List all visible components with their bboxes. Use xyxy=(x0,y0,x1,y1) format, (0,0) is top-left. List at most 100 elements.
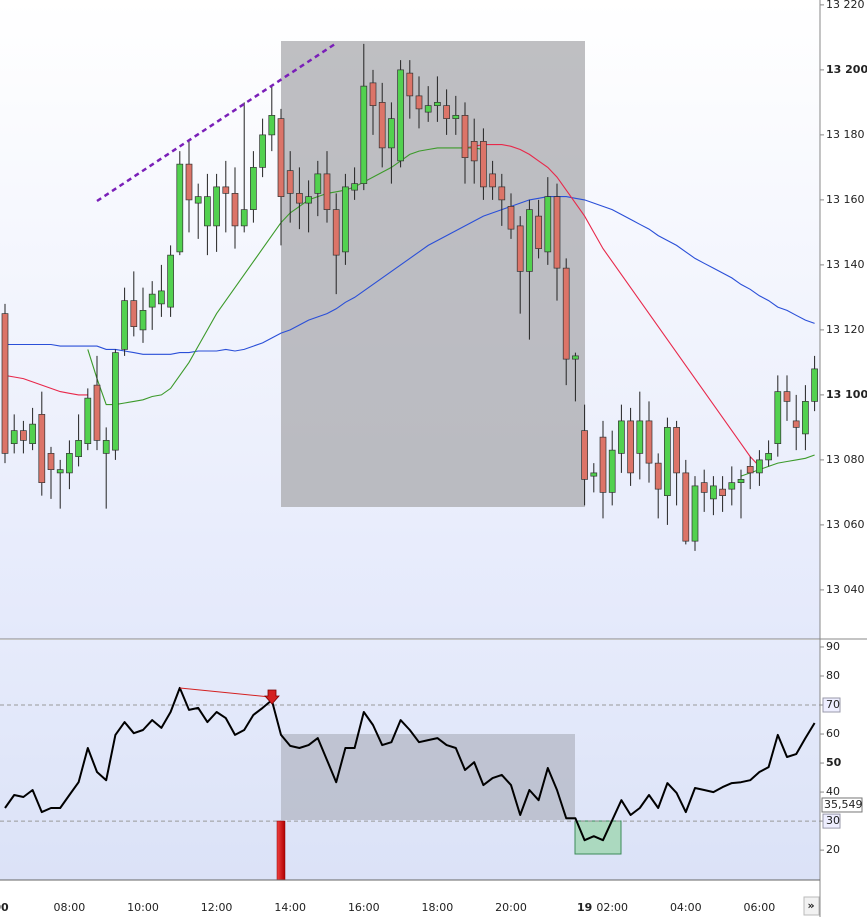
x-tick-label: 16:00 xyxy=(348,901,380,914)
range-box xyxy=(281,41,585,507)
candle-body xyxy=(29,423,36,444)
y-tick-label: 40 xyxy=(826,785,840,798)
candle-body xyxy=(535,215,542,249)
x-tick-label: 12:00 xyxy=(201,901,233,914)
x-tick-label: 00 xyxy=(0,901,9,914)
level-label-box xyxy=(822,813,841,829)
x-tick-label: 06:00 xyxy=(744,901,776,914)
candle-body xyxy=(562,267,570,360)
candle-body xyxy=(737,479,745,483)
candle-body xyxy=(204,196,211,227)
candle-body xyxy=(746,466,754,474)
candle-body xyxy=(470,141,478,162)
candle-body xyxy=(240,209,248,227)
candle-body xyxy=(783,391,791,402)
candle-body xyxy=(250,167,257,210)
x-tick-label: 08:00 xyxy=(54,901,86,914)
candle-body xyxy=(158,290,165,305)
y-tick-label: 70 xyxy=(826,698,840,711)
candle-body xyxy=(700,482,708,493)
y-tick-label: 13 080 xyxy=(826,453,865,466)
candle-body xyxy=(56,469,64,474)
candle-body xyxy=(461,115,469,158)
candle-body xyxy=(369,82,377,106)
candle-body xyxy=(516,225,524,272)
candle-body xyxy=(802,401,809,435)
candle-body xyxy=(213,186,220,227)
candle-body xyxy=(148,293,156,308)
x-tick-label: 04:00 xyxy=(670,901,702,914)
candle-body xyxy=(415,95,423,110)
candle-body xyxy=(314,173,322,194)
candle-body xyxy=(66,453,73,474)
candle-body xyxy=(654,462,662,490)
range-box xyxy=(281,734,575,820)
candle-body xyxy=(84,397,92,444)
candle-body xyxy=(424,105,432,113)
candle-body xyxy=(406,72,414,97)
divergence-line xyxy=(179,687,271,698)
candle-body xyxy=(691,485,699,542)
candle-body xyxy=(673,427,680,474)
candle-body xyxy=(75,440,82,457)
x-tick-label: 02:00 xyxy=(596,901,628,914)
candle-body xyxy=(194,196,202,204)
y-tick-label: 80 xyxy=(826,669,840,682)
candle-body xyxy=(176,163,184,253)
value-marker-label: 35,549 xyxy=(824,798,863,811)
candle-body xyxy=(10,430,18,444)
y-tick-label: 13 100 xyxy=(826,388,867,401)
candle-body xyxy=(121,300,128,350)
candle-body xyxy=(507,206,515,230)
drawings-over xyxy=(96,42,336,881)
y-tick-label: 13 140 xyxy=(826,258,865,271)
moving-average xyxy=(4,144,760,467)
candle-body xyxy=(323,173,331,210)
y-tick-label: 60 xyxy=(826,727,840,740)
candle-body xyxy=(93,384,101,441)
y-tick-label: 13 160 xyxy=(826,193,865,206)
y-tick-label: 50 xyxy=(826,756,842,769)
candle-body xyxy=(710,485,717,500)
y-tick-label: 90 xyxy=(826,640,840,653)
x-tick-label: 14:00 xyxy=(274,901,306,914)
candle-body xyxy=(296,193,303,204)
y-tick-label: 20 xyxy=(826,843,840,856)
candle-body xyxy=(185,163,193,201)
candle-body xyxy=(332,209,340,256)
candle-body xyxy=(572,355,579,360)
candle-body xyxy=(645,420,653,464)
axis-panel xyxy=(820,0,867,917)
candle-body xyxy=(599,436,607,493)
x-tick-label: 18:00 xyxy=(422,901,454,914)
candle-body xyxy=(608,449,616,493)
candle-body xyxy=(452,115,460,119)
candle-body xyxy=(728,482,736,490)
scroll-button-label[interactable]: » xyxy=(807,899,814,912)
candle-body xyxy=(498,186,506,201)
candle-body xyxy=(268,115,276,136)
candle-body xyxy=(590,472,598,477)
plot: 00 08:00 10:00 12:00 14:00 16:00 18:00 20:00 19 0… xyxy=(0,43,820,914)
candle-body xyxy=(489,173,496,188)
scroll-button[interactable] xyxy=(803,896,820,916)
candle-body xyxy=(305,196,312,204)
value-marker-box xyxy=(821,797,863,813)
candle-body xyxy=(618,420,625,454)
y-tick-label: 30 xyxy=(826,814,840,827)
x-tick-label: 19 xyxy=(577,901,592,914)
candle-body xyxy=(765,453,772,461)
candle-body xyxy=(581,430,588,480)
candle-body xyxy=(811,368,818,402)
candle-body xyxy=(397,69,404,162)
candle-body xyxy=(222,186,230,194)
candle-body xyxy=(1,313,9,454)
signal-bar xyxy=(276,820,286,881)
drawings-under xyxy=(281,41,622,855)
candle-body xyxy=(47,453,55,470)
candle-body xyxy=(544,196,552,253)
candle-body xyxy=(231,193,239,227)
x-tick-label: 10:00 xyxy=(127,901,159,914)
candle-body xyxy=(526,209,533,272)
